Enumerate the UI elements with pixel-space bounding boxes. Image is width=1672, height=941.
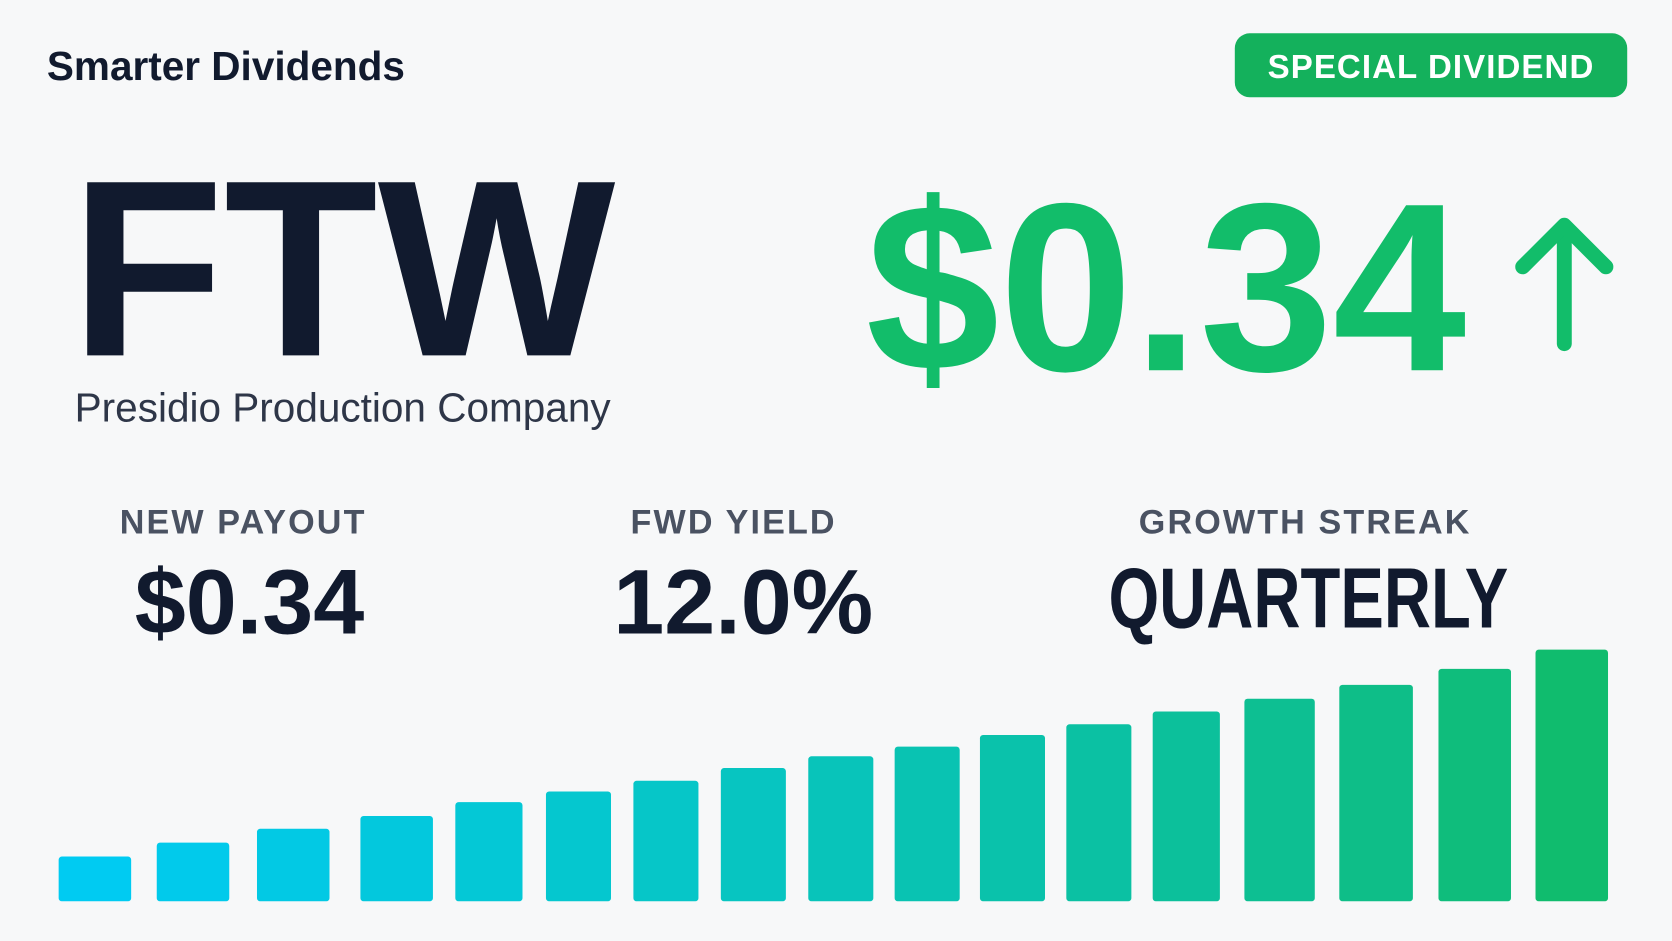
decor-bar: [455, 802, 523, 902]
decor-bar: [1438, 668, 1511, 902]
stat-value: QUARTERLY: [1108, 551, 1508, 646]
badge-background: [1234, 33, 1628, 98]
decor-bar: [1339, 684, 1413, 902]
decor-bar: [156, 842, 230, 902]
decor-bar: [545, 791, 612, 902]
decor-bar: [1152, 711, 1220, 902]
stat-label: NEW PAYOUT: [120, 503, 367, 541]
ticker-symbol: FTW: [70, 128, 615, 409]
stat-value: $0.34: [135, 552, 364, 654]
decor-bar: [1244, 698, 1315, 902]
decor-bar: [360, 815, 433, 902]
decor-bar: [58, 856, 132, 902]
decor-bar: [720, 768, 786, 902]
decor-bar: [894, 746, 960, 902]
up-arrow: [1515, 217, 1614, 352]
stat-label: FWD YIELD: [631, 503, 837, 541]
decor-bar: [979, 734, 1045, 902]
decorative-bars: [58, 649, 1609, 902]
company-name: Presidio Production Company: [75, 384, 612, 430]
stat-label: GROWTH STREAK: [1139, 503, 1472, 541]
decor-bar: [256, 828, 330, 902]
decor-bar: [633, 780, 699, 902]
stat-value: 12.0%: [613, 552, 873, 654]
decor-bar: [808, 756, 874, 902]
decor-bar: [1066, 724, 1132, 902]
decor-bar: [1535, 649, 1609, 902]
badge: SPECIAL DIVIDEND: [1268, 49, 1595, 86]
brand: Smarter Dividends: [47, 43, 405, 89]
dividend-amount: $0.34: [866, 153, 1466, 421]
